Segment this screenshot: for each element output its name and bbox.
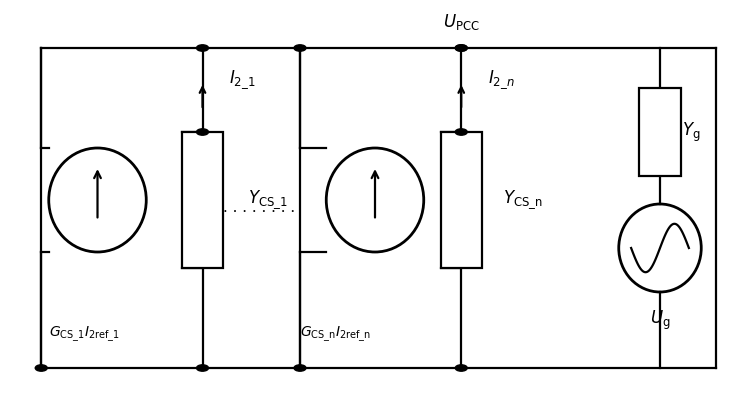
Bar [639, 88, 681, 176]
Circle shape [196, 365, 208, 371]
Circle shape [455, 45, 467, 51]
Text: $Y_{\mathrm{g}}$: $Y_{\mathrm{g}}$ [682, 120, 701, 144]
Circle shape [455, 45, 467, 51]
Circle shape [294, 45, 306, 51]
Text: $Y_{\mathrm{CS\_n}}$: $Y_{\mathrm{CS\_n}}$ [503, 189, 542, 211]
Circle shape [455, 129, 467, 135]
Text: . . . . . . . .: . . . . . . . . [223, 201, 295, 215]
Bar [182, 132, 224, 268]
Text: $I_{2\_1}$: $I_{2\_1}$ [229, 69, 255, 91]
Text: $G_{\mathrm{CS\_n}}I_{2\mathrm{ref\_n}}$: $G_{\mathrm{CS\_n}}I_{2\mathrm{ref\_n}}$ [300, 324, 371, 344]
Circle shape [196, 129, 208, 135]
Text: $I_{2\_n}$: $I_{2\_n}$ [488, 69, 514, 91]
Text: $U_{\mathrm{PCC}}$: $U_{\mathrm{PCC}}$ [443, 12, 479, 32]
Text: $U_{\mathrm{g}}$: $U_{\mathrm{g}}$ [650, 308, 670, 332]
Circle shape [196, 45, 208, 51]
Bar [441, 132, 482, 268]
Text: $Y_{\mathrm{CS\_1}}$: $Y_{\mathrm{CS\_1}}$ [248, 189, 287, 211]
Circle shape [294, 365, 306, 371]
Circle shape [35, 365, 47, 371]
Text: $G_{\mathrm{CS\_1}}I_{2\mathrm{ref\_1}}$: $G_{\mathrm{CS\_1}}I_{2\mathrm{ref\_1}}$ [49, 324, 120, 344]
Circle shape [455, 365, 467, 371]
